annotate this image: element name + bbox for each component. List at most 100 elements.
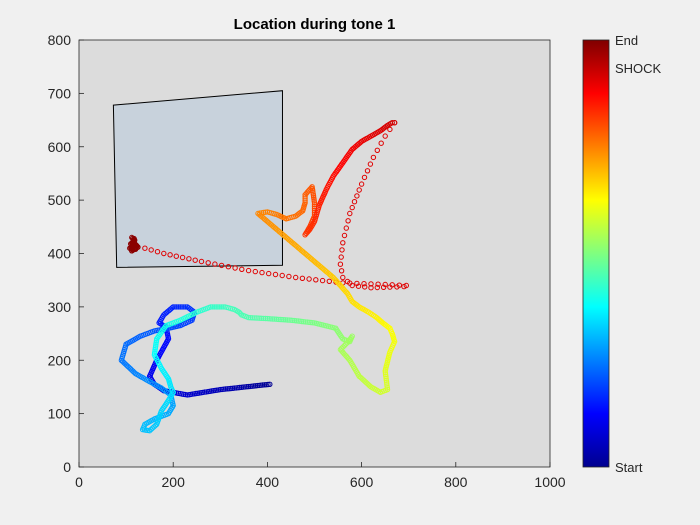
trajectory-point — [286, 317, 292, 323]
return-path-point — [387, 126, 393, 133]
return-path-point — [272, 271, 279, 278]
trajectory-point — [181, 304, 187, 310]
return-path-point — [382, 133, 388, 139]
end-cluster — [127, 234, 141, 254]
trajectory-point — [271, 316, 278, 322]
return-path-point — [341, 232, 348, 239]
trajectory-point — [383, 375, 389, 382]
trajectory-point — [391, 120, 398, 126]
return-path-point — [345, 218, 351, 224]
return-path-point — [362, 284, 368, 290]
y-tick-label: 600 — [48, 139, 72, 155]
trajectory-point — [172, 304, 178, 310]
return-path-point — [364, 168, 371, 174]
return-path-point — [378, 140, 384, 146]
x-tick-label: 200 — [162, 474, 186, 490]
return-path-point — [326, 278, 332, 284]
trajectory-point — [382, 372, 389, 378]
trajectory-point — [311, 200, 318, 206]
trajectory-point — [260, 315, 267, 322]
x-tick-label: 0 — [75, 474, 83, 490]
return-path-point — [212, 261, 218, 267]
return-path-point — [179, 254, 186, 261]
return-path-point — [389, 282, 395, 288]
trajectory-point — [251, 315, 257, 321]
return-path-point — [338, 254, 344, 260]
return-path-point — [232, 265, 238, 271]
return-path-point — [374, 147, 380, 154]
return-path-point — [319, 277, 326, 284]
return-path-point — [313, 277, 319, 283]
return-path-point — [192, 257, 198, 263]
return-path-point — [337, 261, 344, 267]
return-path-point — [198, 258, 205, 265]
trajectory-point — [389, 120, 395, 126]
trajectory-point — [302, 319, 309, 325]
colorbar-label-end: End — [615, 33, 638, 48]
return-path-point — [338, 268, 345, 274]
colorbar — [582, 39, 610, 468]
trajectory-point — [249, 315, 256, 321]
return-path-point — [340, 274, 346, 281]
trajectory-point — [277, 316, 283, 323]
trajectory-point — [170, 304, 176, 310]
trajectory-point — [182, 304, 189, 310]
return-path-point — [239, 266, 245, 272]
return-path-point — [148, 247, 154, 253]
trajectory-point — [253, 315, 259, 321]
y-tick-label: 100 — [48, 406, 72, 422]
y-tick-label: 500 — [48, 192, 72, 208]
trajectory-point — [382, 370, 389, 376]
trajectory-point — [220, 304, 226, 310]
zone-polygon — [112, 90, 283, 268]
trajectory-point — [226, 386, 232, 392]
return-path-point — [245, 267, 252, 274]
return-path-point — [374, 284, 380, 291]
return-path-point — [340, 240, 346, 246]
trajectory-point — [281, 317, 287, 323]
return-path-point — [358, 181, 365, 187]
y-tick-label: 300 — [48, 299, 72, 315]
trajectory-point — [215, 304, 221, 310]
return-path-point — [368, 281, 374, 287]
y-tick-label: 700 — [48, 85, 72, 101]
return-path-point — [266, 270, 272, 277]
trajectory-point — [383, 377, 389, 383]
return-path-point — [259, 269, 265, 276]
y-tick-label: 800 — [48, 32, 72, 48]
return-path-point — [205, 260, 211, 266]
trajectory-point — [218, 304, 225, 310]
return-path-point — [354, 280, 360, 287]
return-path-point — [279, 272, 285, 279]
trajectory-point — [264, 315, 271, 322]
trajectory-point — [177, 304, 184, 310]
end-cluster-point — [131, 235, 137, 242]
return-path-point — [367, 161, 374, 167]
return-path-point — [293, 274, 299, 281]
return-path-point — [142, 245, 148, 251]
return-path-point — [218, 262, 225, 269]
return-path-point — [349, 204, 355, 211]
return-path-point — [396, 282, 402, 288]
return-path-point — [361, 281, 367, 287]
trajectory-point — [259, 315, 265, 321]
x-tick-label: 600 — [350, 474, 374, 490]
trajectory-point — [257, 315, 263, 321]
trajectory-point — [211, 304, 218, 310]
return-path-point — [299, 275, 306, 281]
return-path-point — [225, 264, 232, 270]
return-path-point — [161, 250, 167, 257]
return-path-point — [380, 284, 387, 290]
trajectory-point — [268, 316, 274, 322]
trajectory-point — [344, 340, 350, 346]
x-axis: 0 200 400 600 800 1000 — [75, 462, 566, 490]
chart-title: Location during tone 1 — [234, 16, 396, 33]
y-tick-label: 200 — [48, 352, 72, 368]
return-path-point — [354, 193, 360, 199]
return-path-point — [347, 210, 353, 217]
colorbar-label-start: Start — [615, 460, 643, 475]
return-path-point — [375, 281, 381, 287]
trajectory-point — [262, 315, 269, 322]
return-path-point — [154, 249, 161, 255]
